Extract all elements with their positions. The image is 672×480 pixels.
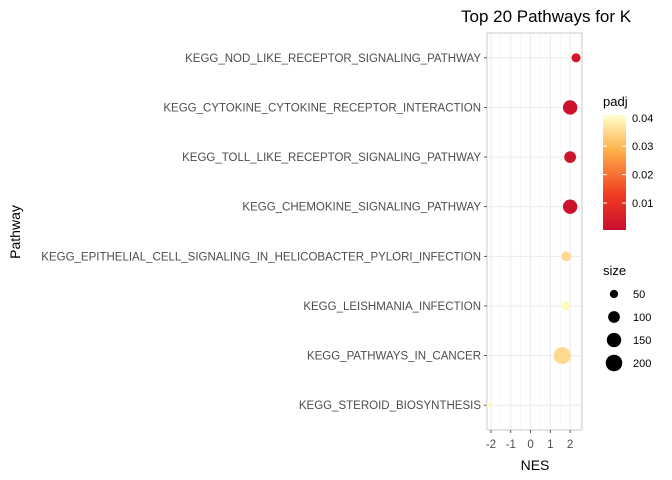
colorbar-label: 0.02 <box>632 170 653 182</box>
data-point <box>561 251 572 262</box>
y-tick-label: KEGG_NOD_LIKE_RECEPTOR_SIGNALING_PATHWAY <box>185 53 481 65</box>
padj-color-bar <box>603 115 626 230</box>
size-legend: size 50 100 150 200 <box>603 263 651 372</box>
size-legend-label: 150 <box>633 335 651 347</box>
x-axis-title: NES <box>521 457 550 473</box>
x-tick-label: -2 <box>486 439 496 451</box>
y-tick-label: KEGG_CHEMOKINE_SIGNALING_PATHWAY <box>242 202 481 214</box>
y-tick-label: KEGG_CYTOKINE_CYTOKINE_RECEPTOR_INTERACT… <box>163 102 481 114</box>
plot-panel <box>486 32 583 431</box>
size-legend-label: 50 <box>633 289 645 301</box>
x-tick-label: -1 <box>506 439 516 451</box>
padj-color-legend: padj 0.04 0.03 0.02 0.01 <box>603 94 653 230</box>
size-legend-dot <box>605 354 623 372</box>
data-point <box>562 199 578 214</box>
colorbar-label: 0.01 <box>632 198 653 210</box>
data-point <box>564 151 576 163</box>
data-points <box>486 53 581 408</box>
x-tick-label: 2 <box>567 439 573 451</box>
data-point <box>562 100 578 115</box>
data-point <box>486 402 492 408</box>
y-tick-label: KEGG_STEROID_BIOSYNTHESIS <box>299 400 481 412</box>
size-legend-dot <box>608 311 620 323</box>
y-axis-ticks: KEGG_NOD_LIKE_RECEPTOR_SIGNALING_PATHWAY… <box>41 53 487 412</box>
x-tick-label: 0 <box>527 439 533 451</box>
size-legend-title: size <box>603 263 626 278</box>
y-tick-label: KEGG_LEISHMANIA_INFECTION <box>303 301 481 313</box>
colorbar-label: 0.04 <box>632 113 653 125</box>
y-tick-label: KEGG_EPITHELIAL_CELL_SIGNALING_IN_HELICO… <box>41 251 481 263</box>
size-legend-dot <box>606 332 622 348</box>
data-point <box>561 301 571 311</box>
size-legend-label: 200 <box>633 358 651 370</box>
size-legend-dot <box>609 289 619 299</box>
y-tick-label: KEGG_PATHWAYS_IN_CANCER <box>307 351 481 363</box>
y-axis-title: Pathway <box>7 205 23 259</box>
data-point <box>571 53 581 63</box>
data-point <box>553 347 571 365</box>
padj-legend-title: padj <box>603 94 628 109</box>
y-tick-label: KEGG_TOLL_LIKE_RECEPTOR_SIGNALING_PATHWA… <box>182 152 481 164</box>
colorbar-label: 0.03 <box>632 141 653 153</box>
chart-title: Top 20 Pathways for K <box>461 7 632 26</box>
x-tick-label: 1 <box>547 439 553 451</box>
size-legend-label: 100 <box>633 312 651 324</box>
x-axis-ticks: -2 -1 0 1 2 <box>486 430 573 451</box>
